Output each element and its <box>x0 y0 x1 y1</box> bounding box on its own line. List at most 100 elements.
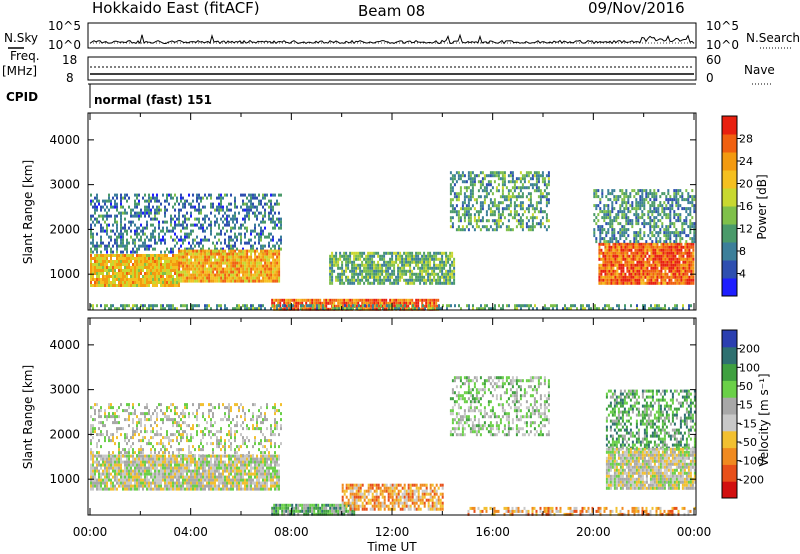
power-colorbar-segment <box>722 278 737 297</box>
power-colorbar-segment <box>722 188 737 207</box>
velocity-y-axis-label: Slant Range [km] <box>21 365 35 469</box>
velocity-colorbar-tick-label: 50 <box>739 380 753 393</box>
velocity-x-tick-label: 00:00 <box>677 525 712 539</box>
nsearch-top-tick: 10^5 <box>706 19 739 33</box>
power-panel: 1000 2000 3000 4000 Slant Range [km] 4 8 12 16… <box>21 112 769 311</box>
nsky-series <box>89 33 695 45</box>
velocity-echo-region <box>605 447 696 490</box>
power-colorbar-segment <box>722 170 737 189</box>
power-colorbar-segment <box>722 260 737 279</box>
velocity-colorbar-ticks: 200 100 50 15 -15 -50 -100 -200 <box>737 343 764 486</box>
velocity-colorbar-segment <box>722 430 737 449</box>
power-y-tick-label: 1000 <box>49 267 80 281</box>
power-colorbar-segment <box>722 206 737 225</box>
power-x-ticks <box>89 113 695 310</box>
velocity-x-tick-label: 00:00 <box>73 525 108 539</box>
power-echo-region <box>329 251 456 285</box>
velocity-y-tick-label: 1000 <box>49 472 80 486</box>
power-echo-region <box>178 249 281 283</box>
velocity-echoes <box>90 376 696 516</box>
cpid-label: CPID <box>6 90 38 104</box>
velocity-colorbar-segment <box>722 447 737 465</box>
power-colorbar-segment <box>722 134 737 153</box>
velocity-colorbar-segment <box>722 346 737 365</box>
date-title: 09/Nov/2016 <box>588 0 685 17</box>
power-colorbar-label: Power [dB] <box>755 174 769 239</box>
velocity-colorbar-tick-label: -100 <box>739 455 764 468</box>
nsky-panel: N.Sky 10^5 10^0 10^5 10^0 N.Search <box>4 19 800 52</box>
power-echoes <box>90 171 696 311</box>
power-colorbar-ticks: 4 8 12 16 20 24 28 <box>737 133 753 281</box>
velocity-x-tick-label: 04:00 <box>173 525 208 539</box>
velocity-y-tick-label: 3000 <box>49 383 80 397</box>
velocity-x-tick-label: 12:00 <box>375 525 410 539</box>
power-echo-region <box>90 254 180 287</box>
freq-panel: Freq. [MHz] 18 8 60 0 Nave <box>2 49 775 85</box>
power-colorbar-tick-label: 28 <box>739 133 753 146</box>
nave-top-tick: 60 <box>706 53 721 67</box>
velocity-x-tick-label: 08:00 <box>274 525 309 539</box>
nave-bottom-tick: 0 <box>706 71 714 85</box>
nsky-frame <box>87 22 697 49</box>
freq-label: Freq. <box>10 49 40 63</box>
power-colorbar-tick-label: 24 <box>739 155 753 168</box>
freq-frame <box>87 56 697 81</box>
velocity-y-tick-label: 4000 <box>49 338 80 352</box>
power-colorbar <box>721 115 738 297</box>
velocity-colorbar <box>721 329 738 499</box>
velocity-colorbar-segment <box>722 363 737 381</box>
velocity-x-tick-label: 20:00 <box>576 525 611 539</box>
power-y-axis-label: Slant Range [km] <box>21 160 35 264</box>
power-colorbar-segment <box>722 152 737 171</box>
velocity-colorbar-segment <box>722 481 737 499</box>
velocity-x-tick-label: 16:00 <box>475 525 510 539</box>
power-y-tick-label: 4000 <box>49 133 80 147</box>
freq-top-tick: 18 <box>62 53 77 67</box>
cpid-panel: CPID normal (fast) 151 <box>6 83 696 108</box>
velocity-colorbar-tick-label: 15 <box>739 399 753 412</box>
beam-title: Beam 08 <box>358 2 425 20</box>
cpid-value: normal (fast) 151 <box>94 93 212 107</box>
power-y-tick-label: 2000 <box>49 222 80 236</box>
power-colorbar-tick-label: 16 <box>739 200 753 213</box>
x-axis-label: Time UT <box>366 540 417 554</box>
nsky-top-tick: 10^5 <box>48 19 81 33</box>
velocity-echo-region <box>341 483 444 511</box>
power-colorbar-tick-label: 20 <box>739 178 753 191</box>
velocity-x-ticks: 00:00 04:00 08:00 12:00 16:00 20:00 00:00 <box>73 318 712 539</box>
power-y-ticks: 1000 2000 3000 4000 <box>49 133 696 281</box>
velocity-echo-region <box>90 403 282 458</box>
velocity-colorbar-tick-label: 100 <box>739 361 760 374</box>
velocity-colorbar-segment <box>722 464 737 482</box>
velocity-panel: 1000 2000 3000 4000 00:00 04:00 08:00 12:00 16:… <box>21 317 771 539</box>
power-echo-region <box>449 171 550 232</box>
velocity-colorbar-tick-label: -200 <box>739 473 764 486</box>
velocity-y-ticks: 1000 2000 3000 4000 <box>49 338 696 486</box>
velocity-colorbar-label: Velocity [m s⁻¹] <box>757 373 771 466</box>
power-colorbar-segment <box>722 242 737 261</box>
velocity-colorbar-segment <box>722 414 737 432</box>
power-echo-region <box>598 242 695 285</box>
nsky-bottom-tick: 10^0 <box>48 38 81 52</box>
power-y-tick-label: 3000 <box>49 178 80 192</box>
velocity-colorbar-frame <box>721 329 738 499</box>
power-echo-region <box>90 304 692 311</box>
power-echo-region <box>593 189 696 244</box>
power-colorbar-segment <box>722 224 737 243</box>
velocity-echo-region <box>449 376 550 437</box>
nsearch-bottom-tick: 10^0 <box>706 38 739 52</box>
velocity-echo-region <box>605 389 696 450</box>
nsky-label: N.Sky <box>4 31 38 45</box>
power-colorbar-tick-label: 4 <box>739 268 746 281</box>
power-colorbar-tick-label: 8 <box>739 245 746 258</box>
velocity-colorbar-segment <box>722 330 737 348</box>
velocity-y-tick-label: 2000 <box>49 427 80 441</box>
power-colorbar-segment <box>722 116 737 135</box>
velocity-colorbar-tick-label: 200 <box>739 343 760 356</box>
velocity-echo-region <box>90 454 280 491</box>
station-title: Hokkaido East (fitACF) <box>92 0 260 17</box>
freq-unit: [MHz] <box>2 64 37 78</box>
nave-label: Nave <box>744 63 775 77</box>
velocity-colorbar-segment <box>722 397 737 415</box>
